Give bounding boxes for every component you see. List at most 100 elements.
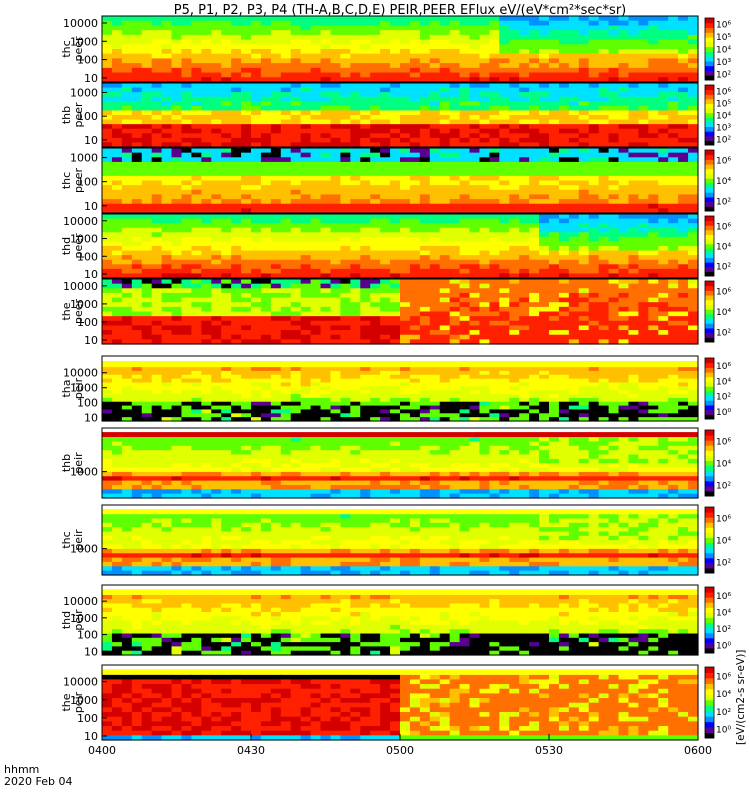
spectrogram-cell <box>330 110 341 116</box>
spectrogram-cell <box>290 413 302 418</box>
spectrogram-cell <box>390 306 401 313</box>
spectrogram-cell <box>390 194 401 200</box>
spectrogram-cell <box>300 268 312 275</box>
spectrogram-cell <box>409 394 421 399</box>
spectrogram-cell <box>102 273 113 279</box>
spectrogram-cell <box>201 87 212 93</box>
spectrogram-cell <box>380 232 391 238</box>
spectrogram-cell <box>330 203 341 209</box>
spectrogram-cell <box>479 142 490 148</box>
spectrogram-cell <box>549 157 560 163</box>
spectrogram-cell <box>290 325 302 331</box>
spectrogram-cell <box>350 382 361 387</box>
spectrogram-cell <box>131 306 143 313</box>
spectrogram-cell <box>151 367 163 372</box>
colorbar-segment <box>705 94 714 100</box>
spectrogram-cell <box>340 223 351 229</box>
spectrogram-cell <box>648 241 659 247</box>
spectrogram-cell <box>688 288 699 294</box>
spectrogram-cell <box>161 397 173 403</box>
spectrogram-cell <box>499 171 510 177</box>
spectrogram-cell <box>191 189 202 196</box>
spectrogram-cell <box>181 115 192 121</box>
spectrogram-cell <box>678 137 689 144</box>
spectrogram-cell <box>231 279 242 285</box>
spectrogram-cell <box>171 171 183 177</box>
spectrogram-cell <box>479 288 490 294</box>
spectrogram-cell <box>121 264 133 270</box>
spectrogram-cell <box>419 34 431 41</box>
spectrogram-cell <box>290 367 302 372</box>
spectrogram-cell <box>400 137 411 144</box>
spectrogram-cell <box>489 316 500 322</box>
spectrogram-cell <box>380 203 391 209</box>
spectrogram-cell <box>400 180 411 186</box>
spectrogram-cell <box>668 16 679 22</box>
spectrogram-cell <box>499 302 510 308</box>
spectrogram-cell <box>270 49 282 55</box>
spectrogram-cell <box>499 367 510 372</box>
spectrogram-cell <box>390 339 401 345</box>
spectrogram-cell <box>231 83 242 89</box>
spectrogram-cell <box>231 171 242 177</box>
spectrogram-cell <box>439 92 451 98</box>
spectrogram-cell <box>251 175 262 182</box>
spectrogram-cell <box>141 96 153 102</box>
spectrogram-cell <box>131 378 143 384</box>
spectrogram-cell <box>628 142 639 148</box>
spectrogram-cell <box>201 273 212 279</box>
spectrogram-cell <box>161 283 173 289</box>
spectrogram-cell <box>459 288 471 294</box>
spectrogram-cell <box>320 67 332 74</box>
spectrogram-cell <box>280 273 292 279</box>
spectrogram-cell <box>449 53 461 60</box>
spectrogram-cell <box>241 302 252 308</box>
panel-label-species: peer <box>72 36 85 62</box>
spectrogram-cell <box>121 63 133 69</box>
spectrogram-cell <box>300 105 312 112</box>
spectrogram-cell <box>400 241 411 247</box>
spectrogram-cell <box>688 148 699 154</box>
spectrogram-cell <box>400 124 411 130</box>
spectrogram-cells <box>102 83 699 148</box>
spectrogram-cell <box>489 405 500 411</box>
spectrogram-cell <box>429 128 441 134</box>
spectrogram-cell <box>549 306 560 313</box>
spectrogram-cell <box>241 255 252 261</box>
spectrogram-cell <box>419 320 431 327</box>
spectrogram-cell <box>221 401 232 407</box>
spectrogram-cell <box>648 152 659 158</box>
spectrogram-cell <box>390 53 401 60</box>
spectrogram-cell <box>638 185 649 191</box>
spectrogram-cell <box>519 382 530 387</box>
spectrogram-cell <box>141 44 153 50</box>
spectrogram-cell <box>251 199 262 205</box>
spectrogram-cell <box>121 34 133 41</box>
spectrogram-cell <box>499 20 510 27</box>
colorbar-segment <box>705 299 714 305</box>
spectrogram-cell <box>479 413 490 418</box>
spectrogram-cell <box>648 58 659 64</box>
spectrogram-cell <box>400 115 411 121</box>
spectrogram-cell <box>568 279 580 285</box>
spectrogram-cell <box>330 171 341 177</box>
spectrogram-cell <box>688 92 699 98</box>
spectrogram-cell <box>558 246 570 252</box>
spectrogram-cell <box>390 241 401 247</box>
spectrogram-cell <box>469 325 481 331</box>
y-tick-label: 1000 <box>70 233 98 246</box>
spectrogram-cell <box>131 16 143 22</box>
spectrogram-cell <box>340 63 351 69</box>
spectrogram-cell <box>459 250 471 256</box>
spectrogram-cell <box>290 133 302 139</box>
spectrogram-cell <box>588 236 600 243</box>
spectrogram-cell <box>151 180 163 186</box>
spectrogram-cell <box>201 320 212 327</box>
spectrogram-cell <box>201 166 212 172</box>
colorbar-tick-label: 10⁴ <box>716 308 731 318</box>
colorbar-segment <box>705 220 714 226</box>
spectrogram-cell <box>350 394 361 399</box>
spectrogram-cell <box>400 39 411 45</box>
spectrogram-cell <box>628 53 639 60</box>
spectrogram-cell <box>529 119 540 125</box>
